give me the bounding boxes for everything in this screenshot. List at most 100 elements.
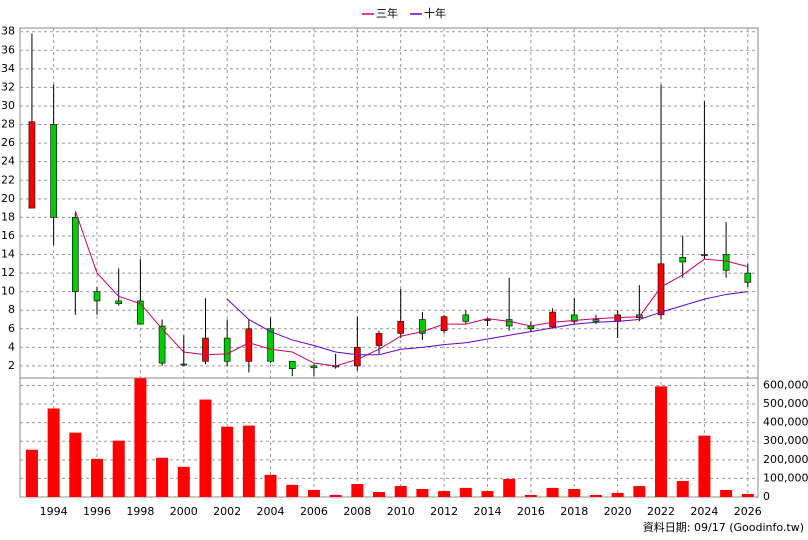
volume-tick-label: 400,000	[763, 416, 808, 429]
x-tick-label: 1996	[83, 505, 111, 518]
volume-bar	[633, 486, 646, 497]
volume-tick-label: 300,000	[763, 434, 808, 447]
x-tick-label: 2002	[213, 505, 241, 518]
volume-frame	[19, 377, 759, 498]
volume-bar	[459, 487, 472, 497]
volume-bar	[524, 494, 537, 497]
volume-bar	[221, 426, 234, 497]
x-tick-label: 1998	[126, 505, 154, 518]
volume-bar	[91, 458, 104, 497]
volume-bar	[69, 432, 82, 497]
volume-bar	[351, 483, 364, 497]
candle-body	[223, 337, 231, 362]
volume-bar	[286, 484, 299, 497]
volume-bar	[676, 481, 689, 497]
volume-bar	[242, 425, 255, 497]
y-tick-label: 12	[1, 266, 15, 279]
y-tick-label: 6	[8, 322, 15, 335]
x-tick-label: 2018	[560, 505, 588, 518]
x-tick-label: 2022	[647, 505, 675, 518]
volume-bar	[655, 386, 668, 497]
y-tick-label: 36	[1, 43, 15, 56]
volume-bar	[25, 449, 38, 497]
y-tick-label: 28	[1, 118, 15, 131]
volume-tick-label: 200,000	[763, 453, 808, 466]
y-tick-label: 32	[1, 80, 15, 93]
x-tick-label: 1994	[40, 505, 68, 518]
candle-body	[722, 254, 730, 271]
y-tick-label: 18	[1, 210, 15, 223]
candle-body	[50, 124, 57, 218]
volume-tick-label: 100,000	[763, 471, 808, 484]
candle-body	[245, 328, 253, 362]
candle-body	[375, 333, 383, 346]
candle-body	[288, 360, 296, 370]
volume-bar	[156, 457, 169, 497]
y-tick-label: 26	[1, 136, 15, 149]
volume-bar	[134, 378, 147, 497]
y-tick-label: 38	[1, 25, 15, 38]
volume-bar	[698, 435, 711, 497]
volume-bar	[177, 466, 190, 497]
volume-tick-label: 600,000	[763, 378, 808, 391]
volume-tick-label: 0	[763, 490, 770, 503]
y-tick-label: 24	[1, 155, 15, 168]
price-frame	[19, 27, 759, 379]
x-tick-label: 2014	[473, 505, 501, 518]
candle-body	[657, 263, 665, 316]
candle-body	[701, 254, 708, 256]
candle-body	[137, 300, 144, 325]
y-tick-label: 34	[1, 62, 15, 75]
y-tick-label: 10	[1, 285, 15, 298]
candle-body	[310, 365, 318, 369]
volume-bar	[307, 489, 320, 497]
x-tick-label: 2006	[300, 505, 328, 518]
volume-bar	[741, 494, 754, 497]
volume-bar	[589, 494, 602, 497]
volume-bar	[329, 494, 342, 497]
volume-bar	[416, 489, 429, 497]
volume-bar	[264, 474, 277, 497]
x-tick-label: 2012	[430, 505, 458, 518]
y-tick-label: 22	[1, 173, 15, 186]
volume-bar	[199, 399, 212, 497]
candle-body	[462, 314, 470, 322]
volume-bar	[503, 478, 516, 497]
y-tick-label: 16	[1, 229, 15, 242]
candle-body	[72, 217, 79, 292]
volume-bar	[394, 486, 407, 497]
volume-bar	[546, 487, 559, 497]
volume-tick-label: 500,000	[763, 397, 808, 410]
candle-body	[570, 314, 578, 322]
ma-line	[74, 210, 748, 367]
candle-body	[592, 319, 600, 322]
footer: 資料日期: 09/17 (Goodinfo.tw)	[643, 520, 804, 534]
y-tick-label: 2	[8, 359, 15, 372]
candle-body	[267, 328, 274, 362]
candle-body	[484, 319, 491, 321]
y-tick-label: 8	[8, 303, 15, 316]
x-tick-label: 2016	[517, 505, 545, 518]
volume-bar	[611, 492, 624, 497]
volume-bar	[438, 491, 451, 497]
volume-bar	[720, 489, 733, 497]
y-tick-label: 4	[8, 340, 15, 353]
legend-label: 三年	[376, 6, 398, 20]
candle-body	[549, 311, 556, 328]
volume-bar	[373, 491, 386, 497]
y-tick-label: 14	[1, 248, 15, 261]
candle-body	[180, 363, 188, 366]
legend-label: 十年	[424, 6, 446, 20]
candle-body	[354, 347, 361, 367]
candle-body	[115, 300, 123, 305]
x-tick-label: 2026	[734, 505, 762, 518]
candle-body	[158, 325, 166, 364]
x-tick-label: 2024	[690, 505, 718, 518]
candle-body	[679, 257, 687, 263]
candle-body	[202, 337, 209, 362]
x-tick-label: 2020	[604, 505, 632, 518]
candle-body	[397, 321, 405, 334]
x-tick-label: 2000	[170, 505, 198, 518]
candle-body	[28, 121, 36, 209]
y-tick-label: 20	[1, 192, 15, 205]
